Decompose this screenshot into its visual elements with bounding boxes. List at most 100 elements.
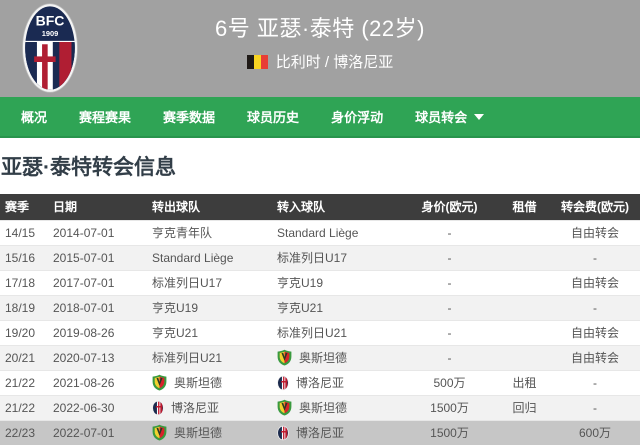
col-transfer-fee: 转会费(欧元) (550, 194, 640, 220)
tab-transfers[interactable]: 球员转会 (404, 97, 495, 136)
bologna-badge (277, 375, 289, 391)
oostende-badge (152, 374, 167, 391)
team-name: 亨克U21 (277, 301, 324, 315)
from-team-cell: Standard Liège (147, 244, 272, 270)
team-name: 亨克U21 (152, 326, 199, 340)
oostende-badge (277, 399, 292, 416)
team-name: 博洛尼亚 (296, 376, 345, 390)
transfer-fee-cell: 自由转会 (550, 269, 640, 295)
col-date: 日期 (48, 194, 147, 220)
from-team-cell: 标准列日U21 (147, 344, 272, 370)
from-team-cell: 亨克青年队 (147, 219, 272, 245)
table-row: 17/18 2017-07-01 标准列日U17 亨克U19 - 自由转会 (0, 269, 640, 295)
date-cell: 2022-07-01 (48, 419, 147, 445)
team-name: 标准列日U21 (277, 326, 348, 340)
loan-cell (499, 244, 550, 270)
to-team-cell: 标准列日U17 (272, 244, 400, 270)
player-title: 6号 亚瑟·泰特 (22岁) (215, 16, 425, 41)
loan-cell: 回归 (499, 394, 550, 420)
date-cell: 2020-07-13 (48, 344, 147, 370)
loan-cell (499, 419, 550, 445)
transfer-fee-cell: 自由转会 (550, 319, 640, 345)
tab-player-history[interactable]: 球员历史 (247, 110, 300, 125)
to-team-cell: 博洛尼亚 (272, 369, 400, 395)
team-name: 标准列日U21 (152, 351, 223, 365)
market-value-cell: - (400, 219, 499, 245)
transfer-fee-cell: 600万 (550, 419, 640, 445)
transfer-table: 赛季 日期 转出球队 转入球队 身价(欧元) 租借 转会费(欧元) 14/15 … (0, 194, 640, 445)
to-team-cell: 奥斯坦德 (272, 344, 400, 370)
player-header: BFC 1909 6号 亚瑟·泰特 (22岁) 比利时 / 博洛尼亚 (0, 0, 640, 97)
transfer-fee-cell: - (550, 394, 640, 420)
page-title: 亚瑟·泰特转会信息 (1, 156, 176, 179)
table-row: 21/22 2021-08-26 奥斯坦德 博洛尼亚 500万 出租 - (0, 369, 640, 395)
col-loan: 租借 (499, 194, 550, 220)
market-value-cell: 1500万 (400, 394, 499, 420)
from-team-cell: 亨克U19 (147, 294, 272, 320)
transfer-fee-cell: 自由转会 (550, 344, 640, 370)
loan-cell (499, 219, 550, 245)
season-cell: 19/20 (0, 319, 48, 345)
season-cell: 18/19 (0, 294, 48, 320)
tab-overview[interactable]: 概况 (21, 110, 48, 125)
table-row: 19/20 2019-08-26 亨克U21 标准列日U21 - 自由转会 (0, 319, 640, 345)
bologna-badge (277, 425, 289, 441)
market-value-cell: 1500万 (400, 419, 499, 445)
team-name: 奥斯坦德 (299, 351, 348, 365)
col-season: 赛季 (0, 194, 48, 220)
navbar: 概况 赛程赛果 赛季数据 球员历史 身价浮动 球员转会 (0, 97, 640, 138)
season-cell: 21/22 (0, 369, 48, 395)
crest-text: BFC (36, 13, 65, 29)
loan-cell (499, 294, 550, 320)
loan-cell: 出租 (499, 369, 550, 395)
table-row: 21/22 2022-06-30 博洛尼亚 奥斯坦德 1500万 回归 - (0, 394, 640, 420)
season-cell: 20/21 (0, 344, 48, 370)
date-cell: 2018-07-01 (48, 294, 147, 320)
col-from-team: 转出球队 (147, 194, 272, 220)
tab-fixtures-results[interactable]: 赛程赛果 (79, 110, 132, 125)
crest-year: 1909 (42, 29, 59, 38)
date-cell: 2015-07-01 (48, 244, 147, 270)
table-row: 15/16 2015-07-01 Standard Liège 标准列日U17 … (0, 244, 640, 270)
season-cell: 15/16 (0, 244, 48, 270)
from-team-cell: 博洛尼亚 (147, 394, 272, 420)
player-nationality-club: 比利时 / 博洛尼亚 (275, 54, 394, 71)
team-name: Standard Liège (277, 225, 359, 240)
team-name: 标准列日U17 (277, 251, 348, 265)
market-value-cell: - (400, 269, 499, 295)
market-value-cell: - (400, 319, 499, 345)
to-team-cell: 亨克U19 (272, 269, 400, 295)
to-team-cell: 奥斯坦德 (272, 394, 400, 420)
team-name: 奥斯坦德 (174, 376, 223, 390)
transfer-fee-cell: 自由转会 (550, 219, 640, 245)
tab-value-history[interactable]: 身价浮动 (331, 110, 384, 125)
team-name: 博洛尼亚 (296, 426, 345, 441)
season-cell: 22/23 (0, 419, 48, 445)
loan-cell (499, 319, 550, 345)
transfer-fee-cell: - (550, 244, 640, 270)
belgium-flag-icon (246, 54, 268, 69)
to-team-cell: 亨克U21 (272, 294, 400, 320)
table-row: 22/23 2022-07-01 奥斯坦德 博洛尼亚 1500万 600万 (0, 419, 640, 445)
date-cell: 2014-07-01 (48, 219, 147, 245)
market-value-cell: - (400, 344, 499, 370)
from-team-cell: 奥斯坦德 (147, 419, 272, 445)
team-name: 标准列日U17 (152, 276, 223, 290)
tab-season-stats[interactable]: 赛季数据 (163, 110, 216, 125)
from-team-cell: 奥斯坦德 (147, 369, 272, 395)
date-cell: 2019-08-26 (48, 319, 147, 345)
team-name: 奥斯坦德 (174, 426, 223, 441)
date-cell: 2022-06-30 (48, 394, 147, 420)
to-team-cell: 标准列日U21 (272, 319, 400, 345)
team-name: 亨克青年队 (152, 226, 213, 240)
loan-cell (499, 269, 550, 295)
col-to-team: 转入球队 (272, 194, 400, 220)
to-team-cell: 博洛尼亚 (272, 419, 400, 445)
loan-cell (499, 344, 550, 370)
from-team-cell: 标准列日U17 (147, 269, 272, 295)
col-market-value: 身价(欧元) (400, 194, 499, 220)
market-value-cell: - (400, 244, 499, 270)
team-name: 奥斯坦德 (299, 401, 348, 415)
season-cell: 17/18 (0, 269, 48, 295)
table-row: 14/15 2014-07-01 亨克青年队 Standard Liège - … (0, 219, 640, 245)
